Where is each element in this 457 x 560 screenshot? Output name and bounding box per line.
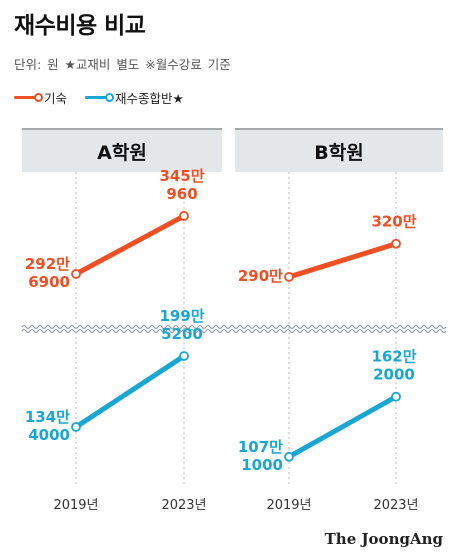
data-label: 107만 1000 (238, 438, 283, 474)
legend: 기숙 재수종합반★ (14, 88, 202, 106)
data-label: 162만 2000 (371, 348, 416, 384)
legend-swatch-jonghap (85, 92, 115, 102)
data-label-line: 6900 (28, 273, 70, 291)
data-point (284, 451, 294, 462)
x-tick-label: 2019년 (266, 498, 311, 513)
data-point (71, 422, 81, 432)
series-line (73, 353, 187, 430)
series-line (73, 213, 187, 277)
data-label-line: 2000 (373, 366, 415, 384)
data-label-line: 960 (166, 185, 197, 203)
legend-item-jonghap: 재수종합반★ (85, 88, 184, 107)
panel-header-b: B학원 (235, 128, 443, 172)
chart-title: 재수비용 비교 (14, 13, 146, 39)
legend-item-gisuk: 기숙 (14, 88, 67, 107)
data-label-line: 345만 (159, 167, 204, 185)
axis-break-line-2 (21, 328, 447, 334)
data-label: 199만 5200 (159, 307, 204, 343)
legend-label-jonghap: 재수종합반★ (115, 90, 184, 106)
data-point (391, 391, 401, 402)
data-point (179, 351, 189, 361)
data-label: 290만 (238, 267, 283, 285)
data-point (391, 238, 401, 249)
legend-swatch-gisuk (14, 92, 43, 102)
panel-header-a: A학원 (22, 128, 222, 172)
data-point (284, 272, 294, 282)
x-tick-label: 2023년 (373, 498, 418, 513)
legend-label-gisuk: 기숙 (44, 90, 68, 106)
publisher-logo: The JoongAng (324, 530, 443, 548)
data-point (179, 211, 189, 221)
data-label-line: 320만 (371, 213, 416, 231)
data-label: 345만 960 (159, 167, 204, 203)
axis-break-line (21, 324, 447, 330)
data-label-line: 199만 (159, 307, 204, 325)
data-label: 320만 (371, 213, 416, 231)
data-label-line: 1000 (241, 456, 283, 474)
data-label-line: 162만 (371, 348, 416, 366)
x-tick-label: 2019년 (53, 498, 98, 513)
x-tick-label: 2023년 (161, 498, 206, 513)
series-line (286, 394, 399, 460)
data-label-line: 107만 (238, 438, 283, 456)
data-label: 292만 6900 (25, 255, 70, 291)
data-label: 134만 4000 (25, 408, 70, 444)
series-line (286, 241, 399, 280)
data-point (71, 269, 81, 279)
data-label-line: 4000 (28, 426, 70, 444)
data-label-line: 134만 (25, 408, 70, 426)
unit-note: 단위: 원 ★교재비 별도 ※월수강료 기준 (14, 57, 231, 72)
data-label-line: 292만 (25, 255, 70, 273)
data-label-line: 5200 (161, 325, 203, 343)
data-label-line: 290만 (238, 267, 283, 285)
